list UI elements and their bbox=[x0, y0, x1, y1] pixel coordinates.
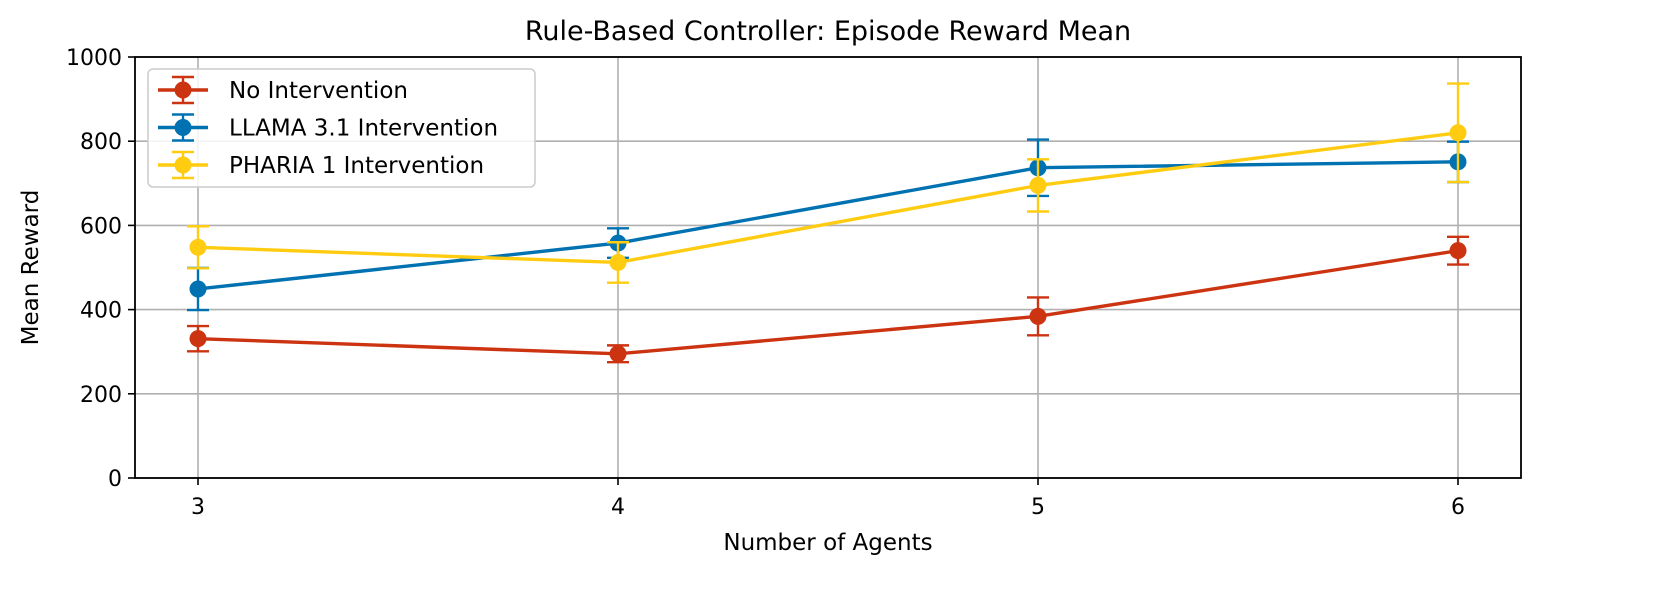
legend-box bbox=[147, 68, 536, 188]
chart-title: Rule-Based Controller: Episode Reward Me… bbox=[525, 16, 1131, 47]
x-tick-label: 6 bbox=[1451, 495, 1465, 520]
data-point bbox=[189, 238, 207, 256]
y-tick-label: 1000 bbox=[66, 46, 122, 71]
legend-marker bbox=[174, 156, 192, 174]
legend-label: LLAMA 3.1 Intervention bbox=[229, 116, 498, 142]
data-point bbox=[1449, 242, 1467, 260]
series-line bbox=[197, 131, 1459, 265]
series-layer bbox=[187, 82, 1469, 364]
data-point bbox=[1029, 307, 1047, 325]
y-tick-label: 0 bbox=[108, 467, 122, 492]
legend-item-0: No Intervention bbox=[158, 75, 408, 105]
legend: No Intervention LLAMA 3.1 Intervention PHA… bbox=[147, 68, 536, 188]
data-point bbox=[189, 280, 207, 298]
series-line bbox=[197, 248, 1459, 356]
data-point bbox=[609, 253, 627, 271]
legend-label: No Intervention bbox=[229, 78, 408, 104]
x-tick-label: 4 bbox=[611, 495, 625, 520]
x-axis-label: Number of Agents bbox=[723, 530, 932, 556]
data-point bbox=[1449, 124, 1467, 142]
x-tick-label: 5 bbox=[1031, 495, 1045, 520]
plot-frame bbox=[134, 56, 1522, 479]
axis-ticks: 3 4 5 6 0 200 400 600 800 1000 bbox=[66, 46, 1465, 520]
data-point bbox=[1029, 176, 1047, 194]
data-point bbox=[609, 345, 627, 363]
y-tick-label: 200 bbox=[80, 383, 122, 408]
y-tick-label: 600 bbox=[80, 214, 122, 239]
y-axis-label: Mean Reward bbox=[18, 190, 44, 346]
y-tick-label: 800 bbox=[80, 130, 122, 155]
series-line bbox=[197, 160, 1459, 291]
legend-label: PHARIA 1 Intervention bbox=[229, 153, 484, 179]
legend-item-2: PHARIA 1 Intervention bbox=[158, 150, 484, 180]
x-tick-label: 3 bbox=[191, 495, 205, 520]
y-tick-label: 400 bbox=[80, 299, 122, 324]
legend-marker bbox=[174, 81, 192, 99]
legend-item-1: LLAMA 3.1 Intervention bbox=[158, 113, 498, 142]
data-point bbox=[189, 330, 207, 348]
series-0 bbox=[187, 235, 1469, 364]
legend-marker bbox=[174, 119, 192, 136]
series-2 bbox=[187, 82, 1469, 284]
